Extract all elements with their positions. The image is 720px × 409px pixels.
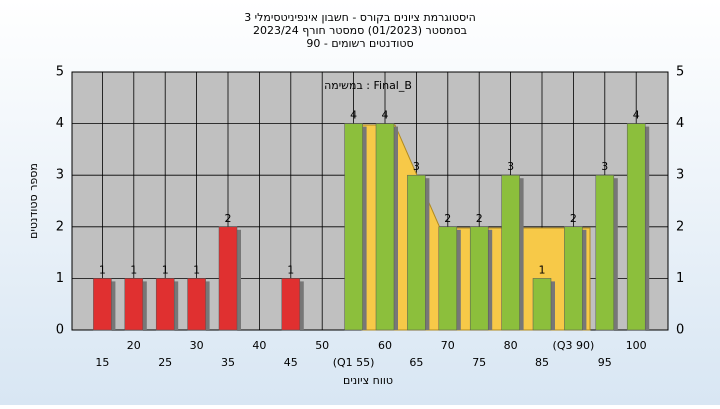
y2-tick-label: 2 [676, 219, 684, 234]
data-label: 3 [601, 160, 608, 173]
y2-tick-label: 0 [676, 323, 684, 338]
chart-title: היסטוגרמת ציונים בקורס - חשבון אינפיניטס… [244, 11, 476, 24]
bar [155, 278, 175, 331]
bar [564, 226, 583, 331]
y-tick-label: 5 [56, 65, 64, 80]
bar [124, 278, 144, 331]
bar [438, 226, 458, 331]
marks: 1 1 1 1 2 1 4 4 3 2 2 3 1 2 3 4 [93, 109, 650, 331]
data-label: 1 [287, 263, 294, 276]
x-tick-label: 15 [95, 356, 109, 369]
y-tick-label: 4 [56, 116, 64, 131]
data-label: 2 [570, 212, 577, 225]
data-label: 4 [633, 109, 640, 122]
y-tick-label: 2 [56, 219, 64, 234]
x-tick-label: 95 [598, 356, 612, 369]
chart-subtitle: סטודנטים רשומים - 90 [306, 37, 413, 50]
x-tick-label: 45 [284, 356, 298, 369]
x-tick-label: 60 [378, 339, 392, 352]
annotation: במשימה : Final_B [324, 79, 412, 92]
x-tick-label: 80 [504, 339, 518, 352]
bar [626, 123, 646, 331]
y2-tick-label: 5 [676, 65, 684, 80]
bar [501, 174, 520, 331]
y2-tick-label: 3 [676, 168, 684, 183]
data-label: 1 [99, 263, 106, 276]
bar [407, 174, 426, 331]
data-label: 1 [539, 263, 546, 276]
x-tick-label: 65 [409, 356, 423, 369]
y-tick-label: 1 [56, 271, 64, 286]
x-tick-label: 35 [221, 356, 235, 369]
data-label: 1 [193, 263, 200, 276]
bar [344, 123, 363, 331]
bar [218, 226, 238, 331]
y2-tick-label: 4 [676, 116, 684, 131]
data-label: 4 [382, 109, 389, 122]
x-tick-label: (Q3 90) [553, 339, 595, 352]
x-tick-label: 70 [441, 339, 455, 352]
data-label: 2 [476, 212, 483, 225]
data-label: 1 [130, 263, 137, 276]
data-label: 2 [225, 212, 232, 225]
x-tick-label: 20 [127, 339, 141, 352]
x-axis-label: טווח ציונים [343, 374, 393, 387]
x-tick-label: 40 [252, 339, 266, 352]
bar [469, 226, 489, 331]
x-tick-label: 75 [472, 356, 486, 369]
x-tick-label: 25 [158, 356, 172, 369]
y-axis-label: מספר סטודנטים [27, 163, 40, 239]
x-tick-label: 30 [190, 339, 204, 352]
y-tick-label: 0 [56, 323, 64, 338]
chart-subtitle: בסמסטר (01/2023) סמסטר חורף 2023/24 [253, 24, 467, 37]
data-label: 2 [444, 212, 451, 225]
y2-tick-label: 1 [676, 271, 684, 286]
bar [93, 278, 112, 331]
data-label: 3 [413, 160, 420, 173]
y-tick-label: 3 [56, 168, 64, 183]
data-label: 3 [507, 160, 514, 173]
x-tick-label: 85 [535, 356, 549, 369]
data-label: 1 [162, 263, 169, 276]
bar [532, 278, 552, 331]
bar [281, 278, 301, 331]
bar [595, 174, 615, 331]
bar [187, 278, 206, 331]
x-tick-label: 100 [626, 339, 647, 352]
data-label: 4 [350, 109, 357, 122]
x-tick-label: 50 [315, 339, 329, 352]
bar [375, 123, 395, 331]
x-tick-label: (Q1 55) [333, 356, 375, 369]
